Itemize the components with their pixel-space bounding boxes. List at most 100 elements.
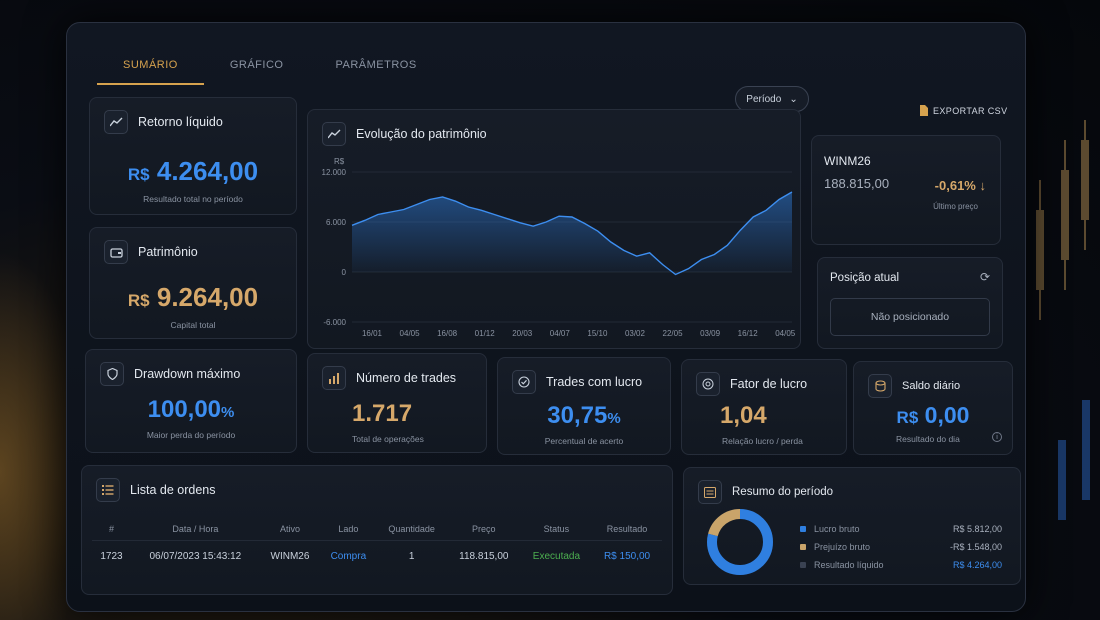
retorno-subtitle: Resultado total no período <box>143 194 243 204</box>
trend-line-icon <box>104 110 128 134</box>
card-title: Retorno líquido <box>138 115 223 129</box>
check-circle-icon <box>512 370 536 394</box>
card-numero-trades: Número de trades 1.717 Total de operaçõe… <box>307 353 487 453</box>
card-lista-ordens: Lista de ordens # Data / Hora Ativo Lado… <box>81 465 673 595</box>
tab-parametros[interactable]: PARÂMETROS <box>335 59 417 71</box>
legend-value: R$ 5.812,00 <box>952 524 1002 534</box>
card-title: Lista de ordens <box>130 483 216 497</box>
chevron-down-icon: ⌄ <box>789 93 798 105</box>
x-tick-label: 04/05 <box>400 329 421 338</box>
ticker-symbol: WINM26 <box>824 154 871 168</box>
card-title: Número de trades <box>356 371 457 385</box>
ticker-change: -0,61% ↓ <box>934 178 987 193</box>
export-csv-label: EXPORTAR CSV <box>933 105 1008 116</box>
x-tick-label: 20/03 <box>512 329 533 338</box>
card-title: Fator de lucro <box>730 377 808 391</box>
ticker-price: 188.815,00 <box>824 176 890 191</box>
card-drawdown: Drawdown máximo 100,00% Maior perda do p… <box>85 349 297 453</box>
cell-qty: 1 <box>376 540 447 572</box>
legend-swatch <box>800 562 806 568</box>
legend-value: -R$ 1.548,00 <box>949 542 1002 552</box>
card-title: Patrimônio <box>138 245 198 259</box>
saldo-value: R$ 0,00 <box>896 402 970 428</box>
col-header: Lado <box>338 524 359 534</box>
trades-subtitle: Total de operações <box>352 434 424 444</box>
y-tick-label: -6.000 <box>323 318 346 327</box>
summary-donut-chart <box>707 509 773 575</box>
table-row[interactable]: 1723 06/07/2023 15:43:12 WINM26 Compra 1… <box>92 540 662 572</box>
y-tick-label: 6.000 <box>326 218 347 227</box>
x-tick-label: 22/05 <box>663 329 684 338</box>
col-header: Status <box>543 524 570 534</box>
y-tick-label: 0 <box>342 268 347 277</box>
card-saldo-diario: Saldo diário R$ 0,00 Resultado do dia i <box>853 361 1013 455</box>
x-tick-label: 03/02 <box>625 329 646 338</box>
cell-datetime: 06/07/2023 15:43:12 <box>131 540 260 572</box>
retorno-value: R$ 4.264,00 <box>127 156 259 186</box>
x-tick-label: 01/12 <box>475 329 496 338</box>
orders-table: # Data / Hora Ativo Lado Quantidade Preç… <box>92 518 662 572</box>
x-tick-label: 03/09 <box>700 329 721 338</box>
saldo-subtitle: Resultado do dia <box>896 434 960 444</box>
posicao-title: Posição atual <box>830 272 900 284</box>
posicao-status: Não posicionado <box>830 298 990 336</box>
equity-chart: R$ 12.000 6.000 0 -6.000 16/01 04/05 16/08 01/12… <box>322 157 796 338</box>
period-dropdown[interactable]: Período ⌄ <box>735 86 809 112</box>
line-chart-icon <box>322 122 346 146</box>
equity-line <box>351 191 793 276</box>
legend-swatch <box>800 526 806 532</box>
tab-grafico[interactable]: GRÁFICO <box>229 59 284 71</box>
card-title: Trades com lucro <box>546 375 643 389</box>
export-csv-button[interactable]: EXPORTAR CSV <box>919 105 1007 116</box>
patrimonio-subtitle: Capital total <box>170 320 216 330</box>
lucro-value: 30,75% <box>547 402 621 429</box>
card-trades-lucro: Trades com lucro 30,75% Percentual de ac… <box>497 357 671 455</box>
legend-label: Resultado líquido <box>814 560 884 570</box>
cell-id: 1723 <box>92 540 132 572</box>
period-label: Período <box>746 93 782 105</box>
col-header: Quantidade <box>388 524 435 534</box>
drawdown-subtitle: Maior perda do período <box>146 430 236 440</box>
refresh-icon[interactable]: ⟳ <box>979 270 990 284</box>
col-header: Preço <box>472 524 496 534</box>
arrow-down-icon: ↓ <box>979 178 987 193</box>
card-title: Resumo do período <box>732 486 834 498</box>
shield-icon <box>100 362 124 386</box>
ticker-subtitle: Último preço <box>933 202 978 211</box>
cell-result: R$ 150,00 <box>592 540 662 572</box>
lucro-subtitle: Percentual de acerto <box>544 436 624 446</box>
chart-title: Evolução do patrimônio <box>356 127 487 141</box>
info-icon[interactable]: i <box>992 432 1002 442</box>
card-title: Saldo diário <box>902 380 961 392</box>
col-header: Resultado <box>606 524 648 534</box>
legend-label: Lucro bruto <box>814 524 860 534</box>
tab-bar: SUMÁRIO GRÁFICO PARÂMETROS <box>97 53 443 85</box>
trades-value: 1.717 <box>352 400 413 427</box>
fator-value: 1,04 <box>720 402 767 429</box>
x-tick-label: 16/08 <box>437 329 458 338</box>
card-fator-lucro: Fator de lucro 1,04 Relação lucro / perd… <box>681 359 847 455</box>
tab-sumario[interactable]: SUMÁRIO <box>97 53 204 85</box>
cell-asset: WINM26 <box>259 540 321 572</box>
card-posicao-atual: Posição atual ⟳ Não posicionado <box>817 257 1003 349</box>
y-tick-label: 12.000 <box>322 168 347 177</box>
dashboard-window: SUMÁRIO GRÁFICO PARÂMETROS Período ⌄ EXP… <box>66 22 1026 612</box>
col-header: Ativo <box>279 524 300 534</box>
card-evolucao-patrimonio: Evolução do patrimônio R$ 12.000 6.000 0 -6.… <box>307 109 801 349</box>
x-tick-label: 15/10 <box>587 329 608 338</box>
summary-icon <box>698 480 722 504</box>
card-resumo-periodo: Resumo do período Lucro bruto R$ 5.812,0… <box>683 467 1021 585</box>
file-icon <box>920 105 928 116</box>
legend-lucro-bruto: Lucro bruto R$ 5.812,00 <box>800 524 1002 534</box>
x-tick-label: 04/07 <box>550 329 571 338</box>
drawdown-value: 100,00% <box>147 396 235 423</box>
x-tick-label: 04/05 <box>775 329 796 338</box>
coins-icon <box>868 374 892 398</box>
x-tick-label: 16/01 <box>362 329 383 338</box>
card-retorno-liquido: Retorno líquido R$ 4.264,00 Resultado to… <box>89 97 297 215</box>
col-header: Data / Hora <box>172 524 219 534</box>
cell-status: Executada <box>520 540 593 572</box>
card-title: Drawdown máximo <box>134 367 241 381</box>
x-tick-label: 16/12 <box>738 329 759 338</box>
fator-subtitle: Relação lucro / perda <box>722 436 803 446</box>
